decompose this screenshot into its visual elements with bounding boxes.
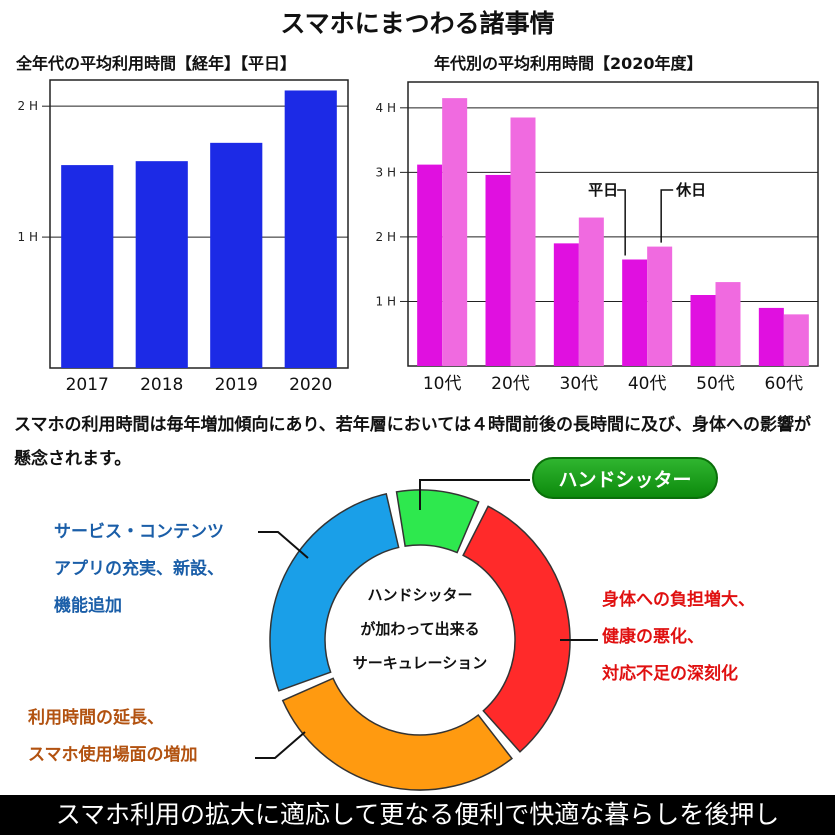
chart2-bar-holiday [715, 282, 741, 366]
leader-services [258, 531, 309, 559]
chart2-plot: 1 H 2 H 3 H 4 H 10代 20代 30代 40代 50代 60代 平日 休日 [376, 81, 819, 394]
main-title: スマホにまつわる諸事情 [280, 9, 555, 38]
chart2-xtick-label: 10代 [423, 374, 462, 394]
chart1-xtick-label: 2020 [289, 375, 332, 395]
chart1-bar [210, 142, 263, 368]
chart2-bar-holiday [647, 246, 673, 366]
chart2-xtick-label: 60代 [765, 374, 804, 394]
statement-text: スマホの利用時間は毎年増加傾向にあり、若年層においては４時間前後の長時間に及び、… [14, 415, 811, 469]
chart2-ytick-label: 2 H [376, 230, 396, 244]
cycle-center-line-3: サーキュレーション [353, 654, 487, 672]
chart2-title: 年代別の平均利用時間【2020年度】 [434, 54, 703, 73]
cycle-center-line-1: ハンドシッター [367, 586, 472, 604]
callout-services-line-3: 機能追加 [54, 596, 122, 616]
chart1-title: 全年代の平均利用時間【経年】【平日】 [16, 54, 297, 73]
callout-services-line-2: アプリの充実、新設、 [54, 559, 224, 579]
chart2-ytick-label: 1 H [376, 294, 396, 308]
callout-lines [255, 479, 598, 759]
chart2-xtick-label: 20代 [491, 374, 530, 394]
chart2-frame [407, 81, 819, 367]
chart2-bar-holiday [783, 314, 809, 366]
chart2-bar-holiday [578, 217, 604, 366]
chart2-bar-weekday [758, 307, 784, 366]
chart2-bar-weekday [622, 259, 648, 366]
chart1-bar [61, 165, 114, 368]
chart2-bar-holiday [442, 98, 468, 367]
callout-body-burden: 身体への負担増大、 健康の悪化、 対応不足の深刻化 [602, 582, 755, 693]
chart1-ytick-label: 2 H [18, 99, 38, 113]
legend-holiday-label: 休日 [675, 181, 706, 199]
leader-hand-sitter [419, 479, 530, 510]
callout-body-line-2: 健康の悪化、 [602, 627, 704, 647]
callout-body-line-1: 身体への負担増大、 [602, 590, 755, 610]
footer-banner: スマホ利用の拡大に適応して更なる便利で快適な暮らしを後押し [0, 795, 835, 835]
legend-holiday-leader [660, 189, 674, 243]
callout-body-line-3: 対応不足の深刻化 [602, 664, 738, 684]
chart2-xtick-label: 30代 [560, 374, 599, 394]
cycle-ring [269, 489, 571, 791]
chart1-ytick-label: 1 H [18, 230, 38, 244]
chart2-bar-weekday [690, 295, 716, 366]
chart2-xtick-label: 40代 [628, 374, 667, 394]
callout-services: サービス・コンテンツ アプリの充実、新設、 機能追加 [54, 514, 224, 625]
ring-segment-body-burden [462, 505, 571, 753]
charts-svg: 1 H 2 H 2017 2018 2019 2020 1 H 2 H 3 H 4 H 10代 20… [18, 79, 819, 395]
chart2-bar-holiday [510, 117, 536, 366]
chart2-bar-weekday [485, 174, 511, 366]
chart2-ytick-label: 4 H [376, 101, 396, 115]
ring-segment-services [269, 492, 400, 692]
chart2-bar-weekday [553, 243, 579, 366]
chart2-ytick-label: 3 H [376, 165, 396, 179]
leader-usage-time [255, 731, 306, 759]
chart1-plot: 1 H 2 H 2017 2018 2019 2020 [18, 79, 349, 395]
hand-sitter-badge: ハンドシッター [532, 457, 718, 499]
legend-weekday-leader [617, 189, 626, 256]
cycle-center-line-2: が加わって出来る [360, 620, 479, 638]
ring-segment-hand-sitter [395, 489, 480, 554]
chart1-xtick-label: 2017 [66, 375, 109, 395]
callout-usage-time: 利用時間の延長、 スマホ使用場面の増加 [28, 700, 198, 774]
chart1-xtick-label: 2019 [215, 375, 258, 395]
chart1-bar [135, 161, 188, 368]
chart1-xtick-label: 2018 [140, 375, 183, 395]
ring-segment-usage-time [281, 677, 513, 791]
chart1-bar [284, 90, 337, 369]
callout-services-line-1: サービス・コンテンツ [54, 522, 224, 542]
callout-time-line-2: スマホ使用場面の増加 [28, 745, 198, 765]
legend-weekday-label: 平日 [588, 181, 618, 199]
callout-time-line-1: 利用時間の延長、 [28, 708, 164, 728]
chart2-xtick-label: 50代 [696, 374, 735, 394]
chart2-bar-weekday [417, 164, 443, 366]
